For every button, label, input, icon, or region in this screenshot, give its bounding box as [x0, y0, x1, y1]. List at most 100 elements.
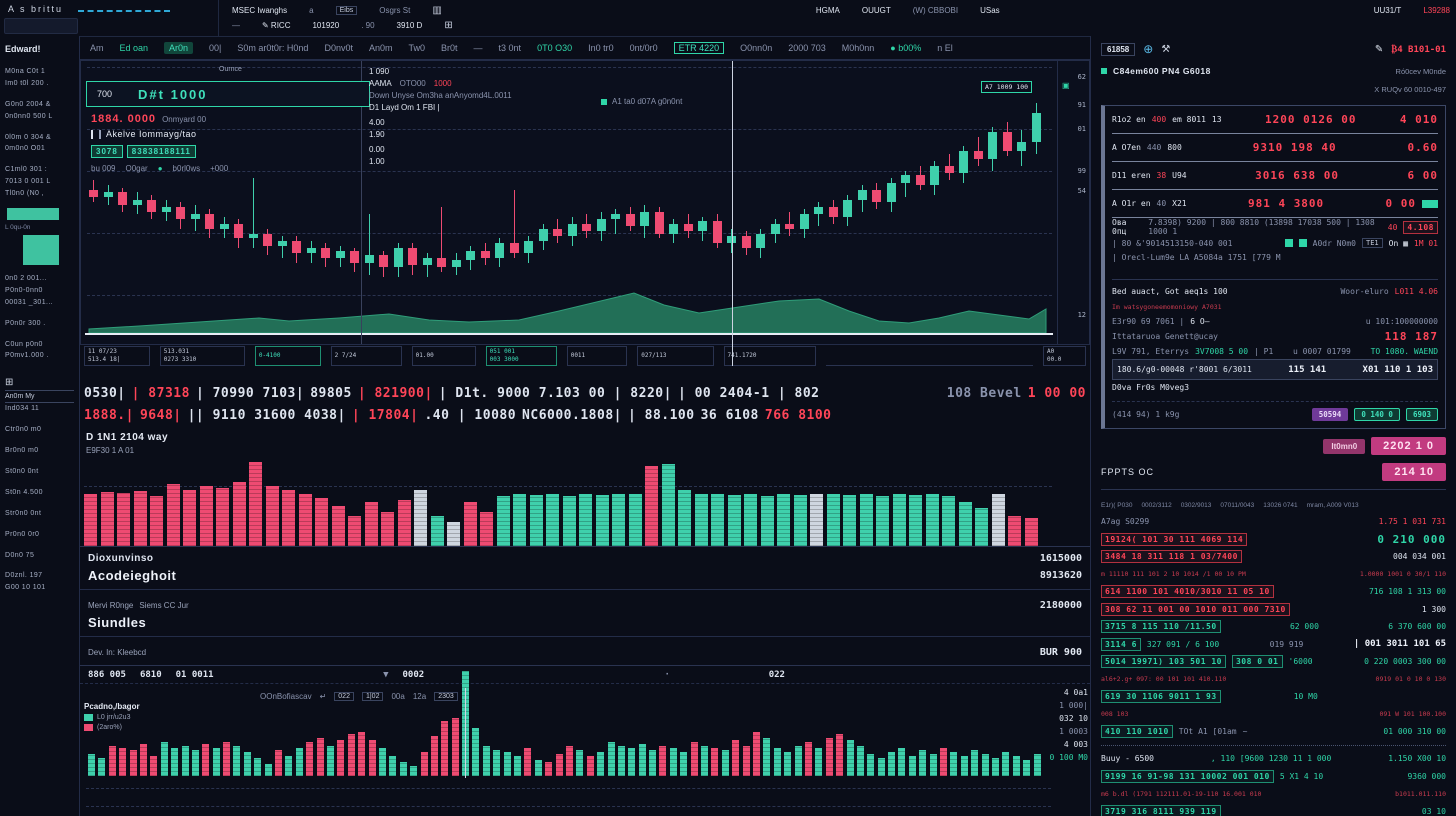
- sidebar-item[interactable]: P0n0-0nn0: [5, 286, 43, 294]
- symbol-price-box[interactable]: 700 D#t 1000: [86, 81, 370, 107]
- text-segment: 6 00: [1407, 169, 1439, 182]
- text-segment: HGMA: [815, 5, 840, 15]
- tab-item[interactable]: ● b00%: [890, 42, 922, 53]
- btn-pink-sm-button[interactable]: It0mn0: [1323, 438, 1366, 454]
- tab-item[interactable]: 0nt/0r0: [629, 42, 658, 53]
- sidebar-item[interactable]: Pr0n0 0r0: [5, 530, 40, 538]
- volume-bar: [991, 494, 1005, 546]
- time-axis-cell[interactable]: 051 001 003 3000: [485, 346, 557, 366]
- sidebar-item[interactable]: 0n0 2 001...: [5, 275, 47, 283]
- sidebar-item[interactable]: 0m0n0 O01: [5, 145, 46, 153]
- tab-item[interactable]: 0T0 O30: [537, 42, 573, 53]
- sidebar-item[interactable]: D0n0 75: [5, 551, 35, 559]
- sidebar-item[interactable]: Str0n0 0nt: [5, 509, 42, 517]
- tab-item[interactable]: Ed oan: [119, 42, 149, 53]
- text-segment[interactable]: 2303: [434, 692, 458, 701]
- text-segment: 89805: [310, 386, 352, 401]
- sidebar-item[interactable]: St0n 4.500: [5, 488, 43, 496]
- ticker-line-1: 0530| | 87318 | 70990 7103| 89805 | 821900| |…: [84, 386, 1086, 401]
- globe-icon[interactable]: ⊕: [1143, 42, 1154, 56]
- btn-purple-button[interactable]: 50594: [1311, 408, 1349, 421]
- tab-item[interactable]: D0nv0t: [324, 42, 353, 53]
- sidebar-item[interactable]: M0na C0t 1: [5, 68, 46, 75]
- search-input[interactable]: [4, 18, 78, 34]
- chart-tab-bar[interactable]: Am Ed oan Ar0n 00| S0m ar0t0r: H0nd D0nv0t An0…: [80, 36, 1090, 60]
- sidebar-item[interactable]: G0n0 2004 &: [5, 100, 51, 108]
- time-axis-cell[interactable]: 027/113: [637, 346, 714, 366]
- account-chip[interactable]: 61858: [1101, 42, 1136, 56]
- volume-panel[interactable]: D 1N1 2104 way E9F30 1 A 01: [80, 428, 1090, 546]
- time-axis[interactable]: 11 07/23 513.4 18| 513.031 0273 3310 0-4100 2…: [80, 345, 1090, 367]
- text-segment: , 110 [9600 1230 11 1 000: [1210, 754, 1332, 763]
- tab-item[interactable]: An0m: [368, 42, 393, 53]
- secondary-chart-panel[interactable]: 886 005 6810 01 0011 ▼ 0002 · 022 OOnBofiascav…: [80, 665, 1090, 816]
- sidebar-item[interactable]: G00 10 101: [5, 584, 46, 592]
- price-axis[interactable]: 62 91 01 99 54 12: [1057, 61, 1090, 344]
- text-segment[interactable]: 022: [334, 692, 354, 701]
- row: 180.6/g0-00048 r'8001 6/3011 115 141 X01 1…: [1112, 359, 1438, 380]
- tab-item[interactable]: ETR 4220: [673, 41, 725, 54]
- tab-item[interactable]: n El: [937, 42, 953, 53]
- row: Dev. In: Kleebcd BUR 900: [80, 645, 1090, 660]
- text-segment[interactable]: Eibs: [335, 5, 358, 15]
- btn-pink-button[interactable]: 2202 1 0: [1371, 437, 1446, 455]
- tab-item[interactable]: Am: [90, 42, 104, 53]
- tab-item[interactable]: In0 tr0: [588, 42, 614, 53]
- tab-item[interactable]: 00|: [209, 42, 222, 53]
- grid-icon[interactable]: ⊞: [5, 377, 14, 389]
- tab-item[interactable]: O0nn0n: [740, 42, 773, 53]
- candlestick: [712, 221, 722, 244]
- time-axis-cell[interactable]: 0011: [566, 346, 628, 366]
- sidebar-item[interactable]: St0n0 0nt: [5, 468, 39, 476]
- time-axis-cell[interactable]: 0-4100: [254, 346, 321, 366]
- sidebar-item[interactable]: 0l0m 0 304 &: [5, 133, 52, 141]
- btn-pink-button[interactable]: 214 10: [1382, 463, 1446, 481]
- time-axis-cell[interactable]: 01.00: [411, 346, 476, 366]
- text-segment: L39288: [1423, 5, 1451, 15]
- sidebar-item[interactable]: An0m My: [5, 390, 74, 404]
- tab-item[interactable]: Br0t: [441, 42, 458, 53]
- sidebar-item[interactable]: 00031 _301...: [5, 298, 54, 306]
- text-segment: 9360 000: [1407, 771, 1446, 781]
- time-axis-cell[interactable]: 2 7/24: [330, 346, 402, 366]
- gavel-icon[interactable]: ⚒: [1161, 43, 1171, 55]
- tab-item[interactable]: Tw0: [408, 42, 426, 53]
- tab-item[interactable]: S0m ar0t0r: H0nd: [237, 42, 309, 53]
- sidebar-item[interactable]: D0znl. 197: [5, 572, 43, 580]
- price-chart[interactable]: 62 91 01 99 54 12 A7 1009 100 ▣ Ournce 700 D#…: [80, 60, 1090, 366]
- time-axis-cell[interactable]: 11 07/23 513.4 18|: [84, 346, 150, 366]
- tab-item[interactable]: M0h0nn: [841, 42, 875, 53]
- time-axis-cell[interactable]: 741.1720: [723, 346, 816, 366]
- watchlist-sidebar[interactable]: Edward! M0na C0t 1 Im0 t0l 200 . G0n0 2004 …: [0, 36, 80, 816]
- edit-icon[interactable]: ✎: [1374, 43, 1384, 55]
- time-axis-cell[interactable]: A0 00.0: [1042, 346, 1086, 366]
- sidebar-item[interactable]: 7013 0 001 L: [5, 178, 51, 186]
- text-segment[interactable]: 1|02: [361, 692, 384, 701]
- text-segment[interactable]: TE1: [1361, 238, 1383, 248]
- chart-source-tab[interactable]: Ournce: [219, 66, 242, 73]
- sidebar-item[interactable]: P0n0r 300 .: [5, 319, 46, 327]
- sidebar-item[interactable]: Ind034 11: [5, 405, 40, 413]
- time-axis-cell[interactable]: [825, 346, 1033, 366]
- btn-teal-button[interactable]: 0 140 0: [1354, 408, 1400, 421]
- time-axis-cell[interactable]: 513.031 0273 3310: [159, 346, 245, 366]
- sidebar-item[interactable]: 0n0nn0 500 L: [5, 112, 53, 120]
- sidebar-item[interactable]: Im0 t0l 200 .: [5, 79, 49, 87]
- secondary-toolbar[interactable]: OOnBofiascav ↵ 022 1|02 00a 12a 2303: [260, 692, 458, 701]
- sidebar-item[interactable]: Tl0n0 (N0 ,: [5, 190, 45, 198]
- sidebar-item[interactable]: Ctr0n0 m0: [5, 426, 42, 434]
- tab-item[interactable]: —: [473, 42, 483, 53]
- price-axis-label: 99: [1077, 167, 1086, 175]
- sidebar-item[interactable]: C1ml0 301 :: [5, 166, 48, 174]
- candlestick: [118, 192, 127, 205]
- sidebar-item[interactable]: P0mv1.000 .: [5, 352, 49, 360]
- volume-bar: [1024, 518, 1038, 546]
- sidebar-item[interactable]: C0un p0n0: [5, 340, 43, 348]
- tab-item[interactable]: 2000 703: [788, 42, 826, 53]
- tab-item[interactable]: t3 0nt: [498, 42, 522, 53]
- tab-item[interactable]: Ar0n: [164, 41, 194, 54]
- btn-teal-button[interactable]: 6903: [1405, 408, 1438, 421]
- candlestick: [466, 250, 475, 261]
- volume-bar: [315, 498, 328, 546]
- sidebar-item[interactable]: Br0n0 m0: [5, 447, 39, 455]
